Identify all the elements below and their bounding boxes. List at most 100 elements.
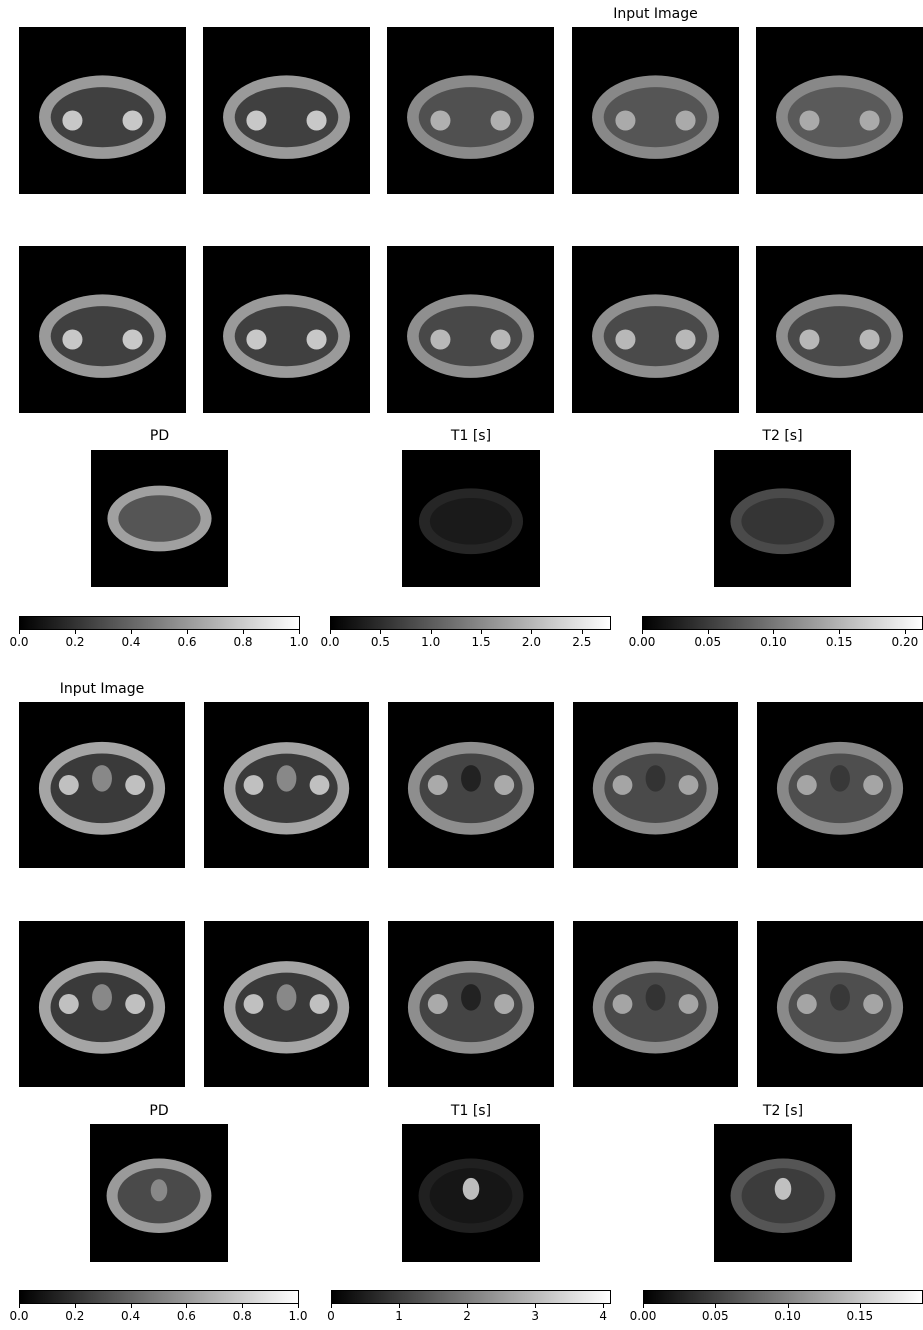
- colorbar-tick-label: 0.6: [176, 1309, 196, 1323]
- reconstructed-image-panel: [573, 921, 738, 1087]
- colorbar-tick: [643, 1304, 644, 1308]
- colorbar-tick-label: 0.00: [629, 1309, 657, 1323]
- input-image-title: Input Image: [59, 681, 145, 697]
- reconstructed-image-panel: [388, 921, 554, 1087]
- colorbar-tick: [603, 1304, 605, 1308]
- input-image-panel: [572, 27, 739, 194]
- t2-map-title: T2 [s]: [762, 428, 803, 444]
- colorbar-tick-label: 0.0: [320, 635, 340, 649]
- colorbar-tick-label: 1.0: [289, 635, 309, 649]
- t1-colorbar: [331, 1290, 611, 1304]
- colorbar-tick: [299, 630, 300, 634]
- input-image-panel: [204, 702, 369, 868]
- colorbar-tick-label: 0.15: [825, 635, 853, 649]
- reconstructed-image-panel: [572, 246, 739, 413]
- colorbar-tick-label: 1.0: [421, 635, 441, 649]
- colorbar-tick-label: 1.0: [288, 1309, 308, 1323]
- colorbar-tick-label: 0.8: [232, 1309, 252, 1323]
- colorbar-tick: [535, 1304, 537, 1308]
- t1-colorbar: [330, 616, 611, 630]
- pd-map-image: [90, 1124, 228, 1262]
- input-image-panel: [388, 702, 554, 868]
- colorbar-tick-label: 2: [463, 1309, 471, 1323]
- colorbar-tick-label: 0.2: [65, 635, 85, 649]
- input-image-panel: [573, 702, 738, 868]
- input-image-title: Input Image: [613, 6, 698, 22]
- colorbar-tick: [467, 1304, 469, 1308]
- t2-colorbar-ticks: 0.00 0.05 0.10 0.15 0.20: [629, 630, 923, 650]
- colorbar-tick: [531, 630, 533, 634]
- colorbar-tick-label: 0.10: [760, 635, 787, 649]
- colorbar-tick: [399, 1304, 401, 1308]
- pd-map-title: PD: [149, 1103, 169, 1119]
- t2-colorbar: [643, 1290, 923, 1304]
- t1-map-image: [402, 450, 540, 587]
- colorbar-tick-label: 1.5: [471, 635, 491, 649]
- colorbar-tick-label: 2.5: [572, 635, 592, 649]
- colorbar-tick-label: 0.8: [233, 635, 253, 649]
- colorbar-tick: [773, 630, 775, 634]
- t1-colorbar-ticks: 0.0 0.5 1.0 1.5 2.0 2.5: [320, 630, 611, 650]
- reconstructed-image-panel: [19, 921, 185, 1087]
- input-image-panel: [19, 702, 185, 868]
- pd-colorbar: [19, 616, 300, 630]
- t1-map-image: [402, 1124, 540, 1262]
- t1-map-title: T1 [s]: [450, 428, 492, 444]
- colorbar-tick: [130, 1304, 132, 1308]
- input-image-panel: [757, 702, 923, 868]
- colorbar-tick: [707, 630, 709, 634]
- colorbar-tick: [839, 630, 841, 634]
- t1-colorbar-ticks: 0 1 2 3 4: [327, 1304, 611, 1324]
- colorbar-tick-label: 0.05: [701, 1309, 729, 1323]
- colorbar-tick-label: 0.0: [9, 1309, 29, 1323]
- colorbar-tick: [642, 630, 643, 634]
- colorbar-tick-label: 0.05: [694, 635, 722, 649]
- pd-map-image: [91, 450, 228, 587]
- input-image-panel: [387, 27, 554, 194]
- pd-colorbar-ticks: 0.0 0.2 0.4 0.6 0.8 1.0: [9, 630, 309, 650]
- t2-map-image: [714, 1124, 852, 1262]
- pd-colorbar: [19, 1290, 299, 1304]
- colorbar-tick-label: 0.4: [121, 635, 141, 649]
- colorbar-tick-label: 3: [531, 1309, 539, 1323]
- colorbar-tick-label: 0.00: [628, 635, 656, 649]
- colorbar-tick-label: 0.10: [774, 1309, 801, 1323]
- pd-map-title: PD: [149, 428, 170, 444]
- pd-colorbar-ticks: 0.0 0.2 0.4 0.6 0.8 1.0: [9, 1304, 308, 1324]
- input-image-panel: [19, 27, 186, 194]
- reconstructed-image-panel: [387, 246, 554, 413]
- colorbar-tick: [19, 630, 20, 634]
- t2-map-title: T2 [s]: [762, 1103, 804, 1119]
- colorbar-tick-label: 0.6: [177, 635, 197, 649]
- input-image-panel: [203, 27, 370, 194]
- t2-map-image: [714, 450, 851, 587]
- colorbar-tick: [331, 1304, 332, 1308]
- t1-map-title: T1 [s]: [450, 1103, 492, 1119]
- colorbar-tick: [330, 630, 331, 634]
- colorbar-tick-label: 0.20: [891, 635, 919, 649]
- colorbar-tick-label: 2.0: [521, 635, 541, 649]
- colorbar-tick-label: 0.4: [121, 1309, 141, 1323]
- t2-colorbar-ticks: 0.00 0.05 0.10 0.15: [630, 1304, 923, 1324]
- colorbar-tick: [75, 630, 76, 634]
- colorbar-tick: [380, 630, 382, 634]
- colorbar-tick: [242, 1304, 244, 1308]
- colorbar-tick: [187, 630, 188, 634]
- reconstructed-image-panel: [19, 246, 186, 413]
- colorbar-tick: [298, 1304, 299, 1308]
- colorbar-tick: [581, 630, 583, 634]
- reconstructed-image-panel: [203, 246, 370, 413]
- colorbar-tick: [481, 630, 483, 634]
- colorbar-tick: [715, 1304, 717, 1308]
- reconstructed-image-panel: [757, 921, 923, 1087]
- colorbar-tick-label: 0.0: [9, 635, 29, 649]
- colorbar-tick: [243, 630, 244, 634]
- input-image-panel: [756, 27, 923, 194]
- colorbar-tick: [131, 630, 132, 634]
- reconstructed-image-panel: [756, 246, 923, 413]
- colorbar-tick: [859, 1304, 861, 1308]
- colorbar-tick: [904, 630, 906, 634]
- t2-colorbar: [642, 616, 923, 630]
- colorbar-tick: [430, 630, 432, 634]
- colorbar-tick: [74, 1304, 76, 1308]
